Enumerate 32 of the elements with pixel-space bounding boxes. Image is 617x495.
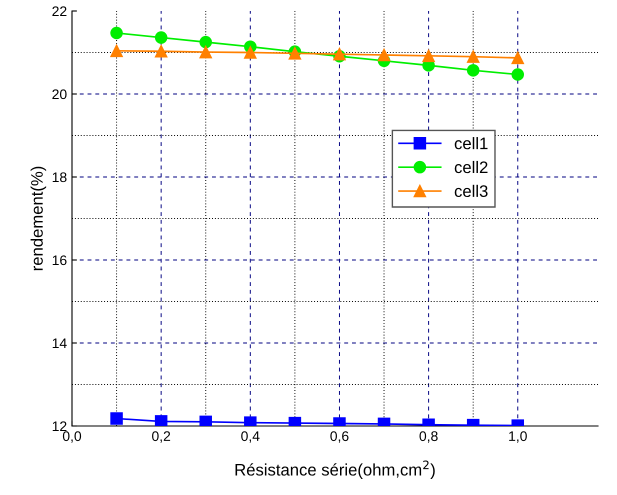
point — [466, 50, 480, 63]
y-tick-label: 22 — [52, 6, 66, 16]
y-axis-title: rendement(%) — [30, 166, 46, 270]
point — [154, 45, 168, 58]
point — [466, 64, 480, 77]
point — [199, 46, 212, 58]
x-axis-title: Résistance série(ohm,cm$^{2}$) — [236, 460, 435, 479]
x-tick-label: 0,8 — [420, 431, 438, 443]
x-tick-label: 1,0 — [509, 431, 527, 443]
point — [422, 50, 435, 62]
x-tick-label: 0,0 — [62, 431, 82, 443]
legend-label: cell1 — [454, 137, 488, 150]
point — [512, 52, 524, 64]
point — [244, 46, 257, 59]
x-tick-label: 0,2 — [152, 431, 170, 443]
y-tick-label: 20 — [52, 89, 67, 100]
y-tick-label: 14 — [52, 338, 67, 348]
y-tick-label: 18 — [52, 172, 67, 182]
point — [512, 68, 524, 81]
point — [154, 415, 168, 426]
point — [199, 416, 212, 426]
y-tick-label: 12 — [52, 421, 66, 432]
legend-label: cell2 — [454, 160, 488, 174]
point — [154, 31, 168, 44]
point — [199, 36, 212, 48]
point — [110, 26, 123, 40]
y-tick-label: 16 — [52, 255, 67, 266]
legend-label: cell3 — [454, 184, 488, 198]
x-tick-label: 0,6 — [330, 431, 348, 443]
point — [110, 44, 123, 58]
point — [378, 48, 390, 62]
x-tick-label: 0,4 — [241, 431, 260, 443]
